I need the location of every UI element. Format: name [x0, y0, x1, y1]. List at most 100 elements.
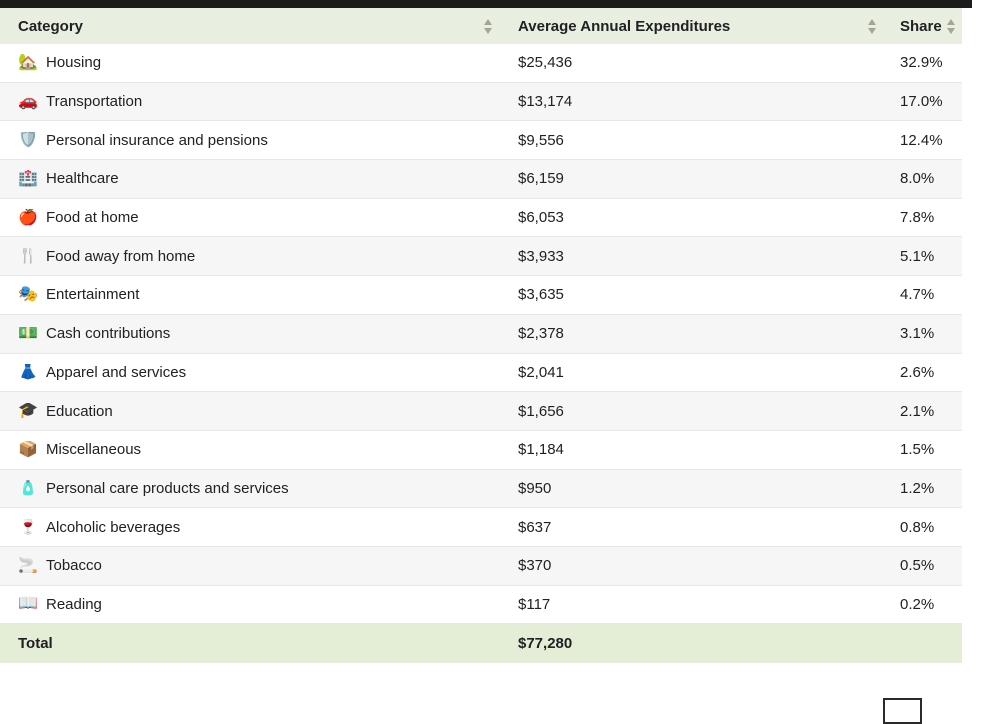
category-label: Healthcare [46, 170, 119, 188]
expenditure-cell: $9,556 [518, 131, 564, 149]
expenditure-cell: $3,635 [518, 286, 564, 304]
category-cell: 🎭 Entertainment [0, 286, 500, 303]
category-cell: 🏥 Healthcare [0, 170, 500, 187]
column-header-category-label: Category [18, 17, 84, 35]
category-label: Tobacco [46, 557, 102, 575]
category-label: Food at home [46, 209, 139, 227]
sort-arrows-icon[interactable] [945, 17, 957, 36]
table-row: 🍷 Alcoholic beverages $637 0.8% [0, 508, 962, 547]
category-label: Miscellaneous [46, 441, 142, 459]
share-cell: 2.6% [900, 363, 935, 381]
share-cell: 7.8% [900, 209, 935, 227]
wine-glass-icon: 🍷 [18, 518, 38, 536]
table-body: 🏡 Housing $25,436 32.9% 🚗 Transportation $13,1… [0, 44, 962, 625]
table-row: 🏡 Housing $25,436 32.9% [0, 44, 962, 83]
share-cell: 8.0% [900, 170, 935, 188]
total-label: Total [18, 635, 53, 653]
package-icon: 📦 [18, 441, 38, 458]
category-label: Reading [46, 595, 102, 613]
table-row: 🍴 Food away from home $3,933 5.1% [0, 237, 962, 277]
housing-icon: 🏡 [18, 54, 38, 71]
category-label: Food away from home [46, 247, 196, 265]
category-label: Apparel and services [46, 363, 187, 381]
expenditure-cell: $2,041 [518, 363, 564, 381]
category-cell: 💵 Cash contributions [0, 325, 500, 342]
share-cell: 0.8% [900, 518, 935, 536]
column-header-share[interactable]: Share [884, 8, 962, 44]
category-cell: 🛡️ Personal insurance and pensions [0, 132, 500, 149]
category-cell: 👗 Apparel and services [0, 364, 500, 381]
share-cell: 5.1% [900, 247, 935, 265]
share-cell: 32.9% [900, 54, 943, 72]
category-cell: 🧴 Personal care products and services [0, 480, 500, 497]
dollar-bill-icon: 💵 [18, 325, 38, 342]
table-row: 📦 Miscellaneous $1,184 1.5% [0, 430, 962, 470]
expenditure-cell: $370 [518, 557, 552, 575]
expenditure-cell: $637 [518, 518, 552, 536]
open-book-icon: 📖 [18, 595, 38, 613]
sort-arrows-icon[interactable] [866, 17, 878, 36]
cigarette-icon: 🚬 [18, 557, 38, 574]
category-label: Alcoholic beverages [46, 518, 181, 536]
category-label: Personal insurance and pensions [46, 131, 268, 149]
total-expenditure: $77,280 [518, 635, 573, 653]
category-cell: 🍎 Food at home [0, 209, 500, 226]
expenditure-cell: $3,933 [518, 247, 564, 265]
category-cell: 📖 Reading [0, 596, 500, 613]
partial-button[interactable] [883, 698, 922, 724]
table-row: 📖 Reading $117 0.2% [0, 585, 962, 625]
table-row: 🎓 Education $1,656 2.1% [0, 392, 962, 431]
category-label: Transportation [46, 93, 143, 111]
expenditure-cell: $25,436 [518, 54, 573, 72]
column-header-expenditures[interactable]: Average Annual Expenditures [500, 8, 884, 44]
expenditure-cell: $1,656 [518, 402, 564, 420]
hospital-icon: 🏥 [18, 170, 38, 187]
theater-masks-icon: 🎭 [18, 286, 38, 303]
category-label: Education [46, 402, 113, 420]
expenditure-cell: $117 [518, 595, 551, 613]
table-row: 💵 Cash contributions $2,378 3.1% [0, 314, 962, 354]
dress-icon: 👗 [18, 363, 38, 381]
column-header-expenditures-label: Average Annual Expenditures [518, 17, 731, 35]
top-dark-bar [0, 0, 972, 8]
sort-arrows-icon[interactable] [482, 17, 494, 36]
expenditure-cell: $13,174 [518, 93, 573, 111]
expenditure-cell: $950 [518, 479, 552, 497]
table-header-row: Category Average Annual Expenditures Sha… [0, 8, 962, 44]
graduation-cap-icon: 🎓 [18, 402, 38, 420]
expenditure-cell: $6,053 [518, 209, 564, 227]
table-row: 👗 Apparel and services $2,041 2.6% [0, 353, 962, 393]
column-header-category[interactable]: Category [0, 8, 500, 44]
expenditures-table: Category Average Annual Expenditures Sha… [0, 8, 962, 663]
table-row: 🍎 Food at home $6,053 7.8% [0, 198, 962, 238]
fork-knife-icon: 🍴 [18, 247, 38, 265]
column-header-share-label: Share [900, 17, 942, 35]
expenditure-cell: $1,184 [518, 441, 564, 459]
car-icon: 🚗 [18, 93, 38, 110]
table-row: 🧴 Personal care products and services $950… [0, 469, 962, 509]
share-cell: 1.5% [900, 441, 935, 459]
table-total-row: Total $77,280 [0, 624, 962, 663]
share-cell: 4.7% [900, 286, 935, 304]
table-row: 🎭 Entertainment $3,635 4.7% [0, 276, 962, 315]
share-cell: 3.1% [900, 325, 935, 343]
share-cell: 17.0% [900, 93, 943, 111]
category-label: Housing [46, 54, 102, 72]
lotion-bottle-icon: 🧴 [18, 479, 38, 497]
category-cell: 🏡 Housing [0, 54, 500, 71]
category-label: Personal care products and services [46, 479, 289, 497]
category-cell: 🍷 Alcoholic beverages [0, 519, 500, 536]
share-cell: 2.1% [900, 402, 935, 420]
table-row: 🏥 Healthcare $6,159 8.0% [0, 160, 962, 199]
table-row: 🚗 Transportation $13,174 17.0% [0, 82, 962, 122]
share-cell: 0.5% [900, 557, 935, 575]
shield-icon: 🛡️ [18, 131, 38, 149]
category-cell: 🎓 Education [0, 403, 500, 420]
table-row: 🛡️ Personal insurance and pensions $9,556 1… [0, 121, 962, 161]
apple-icon: 🍎 [18, 209, 38, 226]
expenditure-cell: $2,378 [518, 325, 564, 343]
expenditure-cell: $6,159 [518, 170, 564, 188]
share-cell: 1.2% [900, 479, 935, 497]
table-row: 🚬 Tobacco $370 0.5% [0, 546, 962, 586]
share-cell: 0.2% [900, 595, 935, 613]
